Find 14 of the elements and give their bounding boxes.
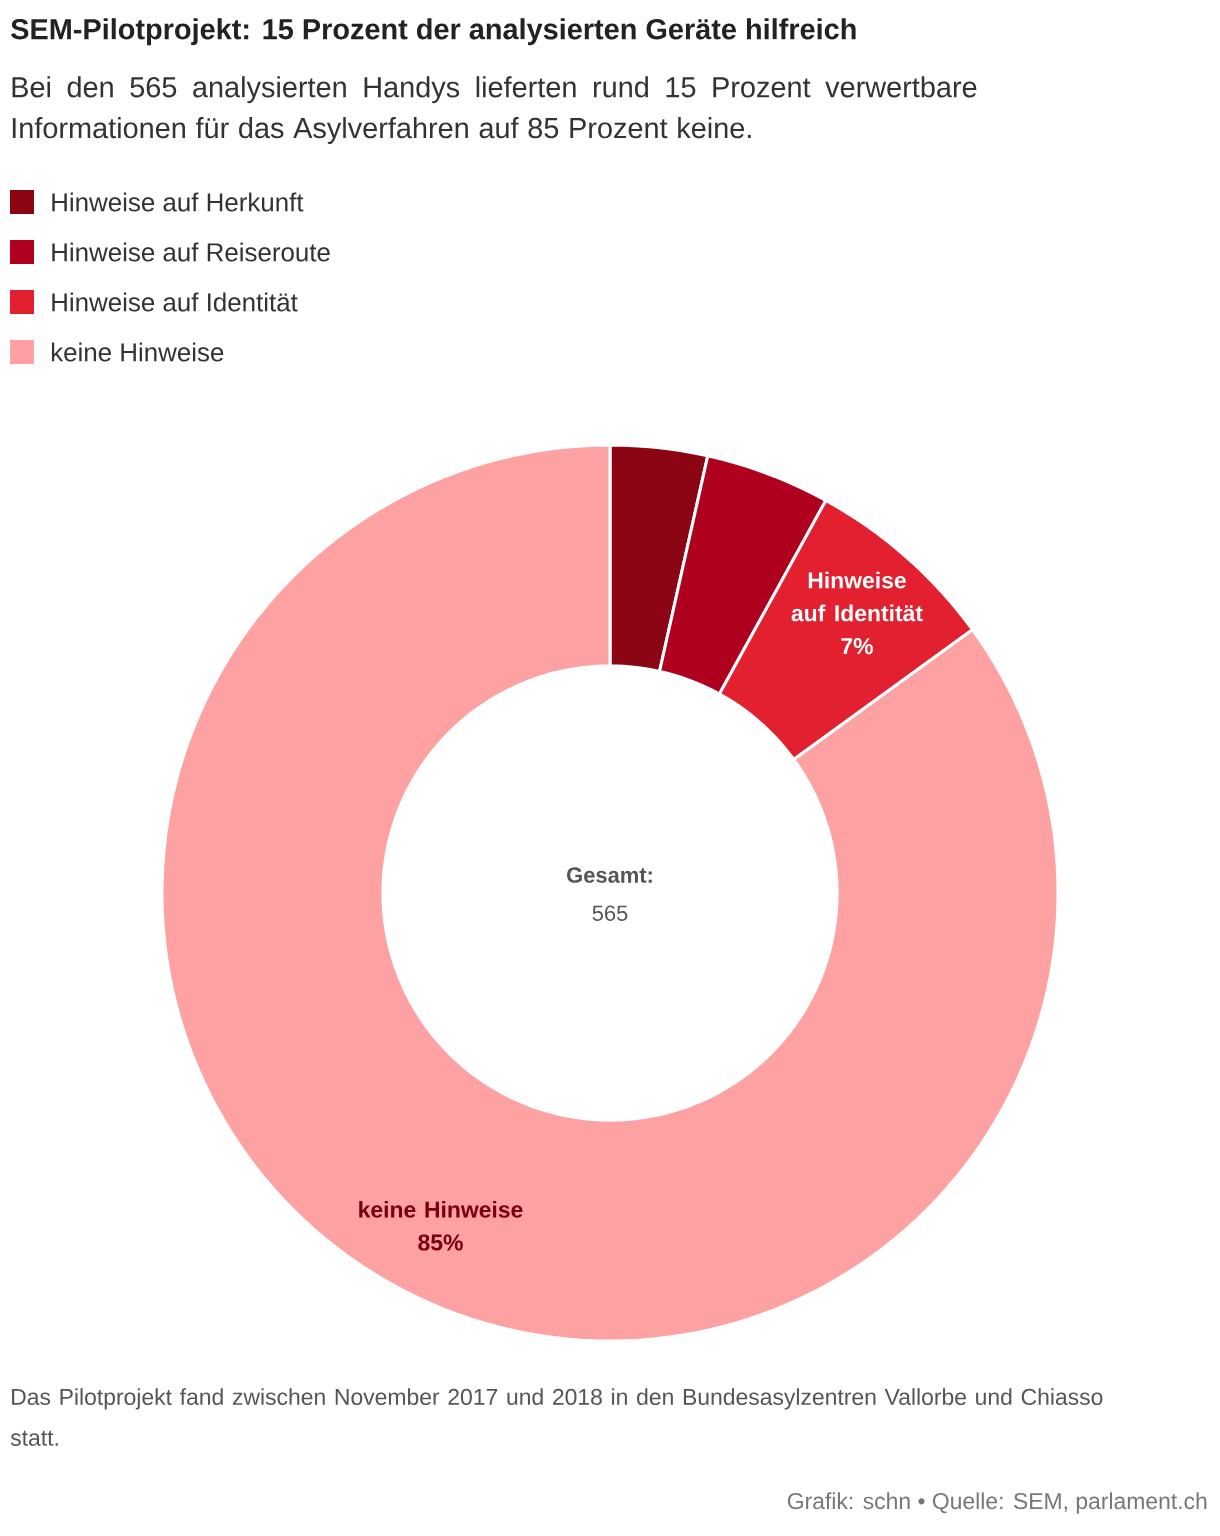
text: Grafik: schn • Quelle: SEM, parlament.ch [787,1492,1207,1514]
slice-label: keine Hinweise [359,1200,523,1218]
text: Das Pilotprojekt fand zwischen November 2017 und 2018 in den Bundesasylzentren Vallorbe und Chiasso statt. [10,1388,1103,1446]
text: Gesamt: [567,867,652,883]
legend-label: Hinweise auf Identität [52,292,298,312]
data-label: 85% [418,1234,463,1251]
chart-title: SEM-Pilotprojekt: 15 Prozent der analysierten Geräte hilfreich [11,18,856,46]
legend-label: Hinweise auf Herkunft [52,192,304,212]
legend-label: Hinweise auf Reiseroute [52,242,330,262]
slice-label: Hinweise auf Identität [791,571,923,622]
chart-subtitle: Bei den 565 analysierten Handys lieferten rund 15 Prozent verwertbare Informationen für das Asylverfahren auf 85 Prozent keine. [12,76,977,144]
data-label: 7% [841,638,873,655]
legend-label: keine Hinweise [51,342,224,362]
text: 565 [592,905,628,921]
